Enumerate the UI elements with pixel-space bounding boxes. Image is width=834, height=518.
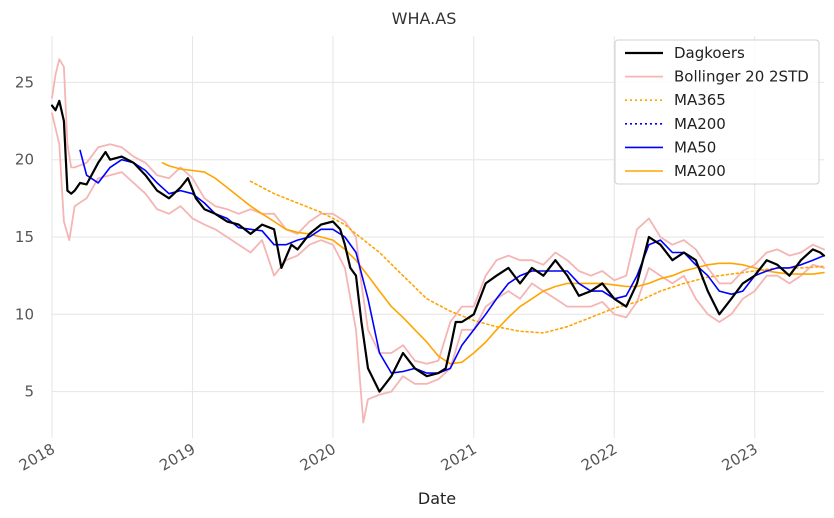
- legend-label: Bollinger 20 2STD: [674, 68, 809, 86]
- legend-label: MA200: [674, 115, 726, 133]
- legend-label: Dagkoers: [674, 44, 745, 62]
- plot-area: [50, 58, 826, 424]
- y-tick-label: 15: [15, 228, 34, 246]
- series-ma365-line-2: [249, 180, 825, 334]
- y-tick-label: 20: [15, 151, 34, 169]
- chart-title: WHA.AS: [392, 9, 457, 28]
- y-tick-label: 10: [15, 305, 34, 323]
- y-tick-label: 5: [24, 383, 34, 401]
- legend-label: MA200: [674, 162, 726, 180]
- series-bollinger-20-2std-upper-line: [51, 58, 825, 365]
- series-dagkoers-line-0: [50, 99, 826, 393]
- legend-label: MA50: [674, 138, 716, 156]
- legend-label: MA365: [674, 91, 726, 109]
- y-axis-ticks: 5 10 15 20 25: [15, 73, 34, 400]
- x-axis-label: Date: [418, 489, 456, 508]
- series-ma200-line-5: [161, 162, 825, 365]
- legend-box: [614, 39, 820, 185]
- grid: [51, 36, 824, 438]
- y-tick-label: 25: [15, 73, 34, 91]
- series-bollinger-20-2std-lower-line: [51, 112, 825, 424]
- legend: Dagkoers Bollinger 20 2STD MA365 MA200 MA50 M…: [614, 39, 820, 185]
